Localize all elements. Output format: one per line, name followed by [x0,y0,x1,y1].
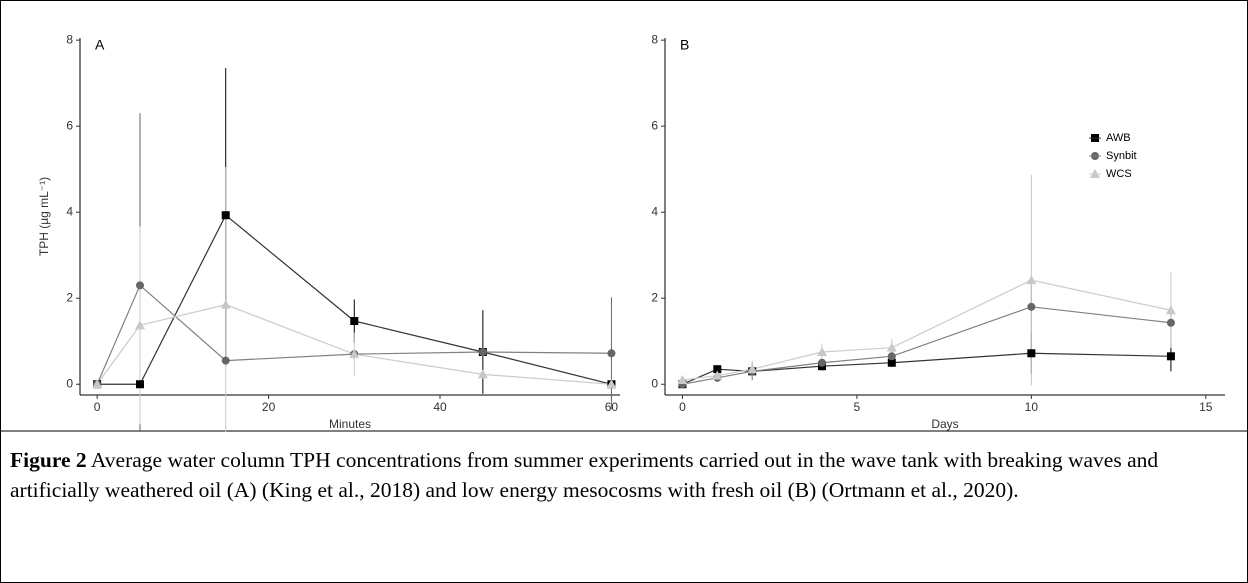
legend-label: AWB [1106,132,1131,144]
data-point [136,380,144,389]
caption: Figure 2 Average water column TPH concen… [10,446,1235,505]
data-point [606,379,617,389]
data-point [477,369,488,379]
data-point [349,349,360,359]
panel-label: A [95,37,105,53]
series-line [682,279,1172,381]
data-point [350,317,359,326]
data-point [1027,349,1036,358]
y-tick-label: 2 [66,290,73,304]
data-point [1026,275,1037,285]
data-point [1165,305,1176,315]
legend-label: WCS [1106,168,1132,180]
series-line [96,284,612,385]
data-point [677,374,688,384]
data-point [478,347,487,356]
caption-text: Average water column TPH concentrations … [10,448,1159,502]
data-point [1027,302,1036,311]
data-point [221,211,230,220]
y-tick-label: 0 [66,376,73,390]
caption-label: Figure 2 [10,448,87,472]
data-point [92,379,103,389]
y-tick-label: 6 [66,118,73,132]
y-axis-label: TPH (µg mL⁻¹) [37,177,51,256]
y-tick-label: 8 [651,32,658,46]
data-point [221,356,230,365]
x-tick-label: 0 [94,400,101,414]
data-point [1166,318,1175,327]
y-tick-label: 8 [66,32,73,46]
legend-label: Synbit [1106,150,1137,162]
data-point [713,365,722,374]
data-point [136,281,144,290]
y-tick-label: 6 [651,118,658,132]
x-axis-label: Days [931,417,958,431]
data-point [220,299,231,309]
x-tick-label: 10 [1025,400,1039,414]
series-line [97,214,612,385]
data-point [607,349,616,358]
data-point [1166,352,1175,361]
x-axis-label: Minutes [329,417,371,431]
x-tick-label: 20 [262,400,276,414]
x-tick-label: 40 [433,400,447,414]
data-point [712,370,723,380]
panel-label: B [680,37,689,53]
x-tick-label: 0 [679,400,686,414]
data-point [818,358,827,367]
y-tick-label: 4 [651,204,658,218]
series-line [96,304,612,385]
data-point [887,352,896,361]
data-point [817,346,828,356]
data-point [887,358,896,367]
y-tick-label: 0 [651,376,658,390]
y-tick-label: 2 [651,290,658,304]
x-tick-label: 15 [1199,400,1213,414]
y-tick-label: 4 [66,204,73,218]
data-point [886,342,897,352]
x-tick-label: 5 [854,400,861,414]
data-point [135,320,145,330]
data-point [747,364,758,374]
